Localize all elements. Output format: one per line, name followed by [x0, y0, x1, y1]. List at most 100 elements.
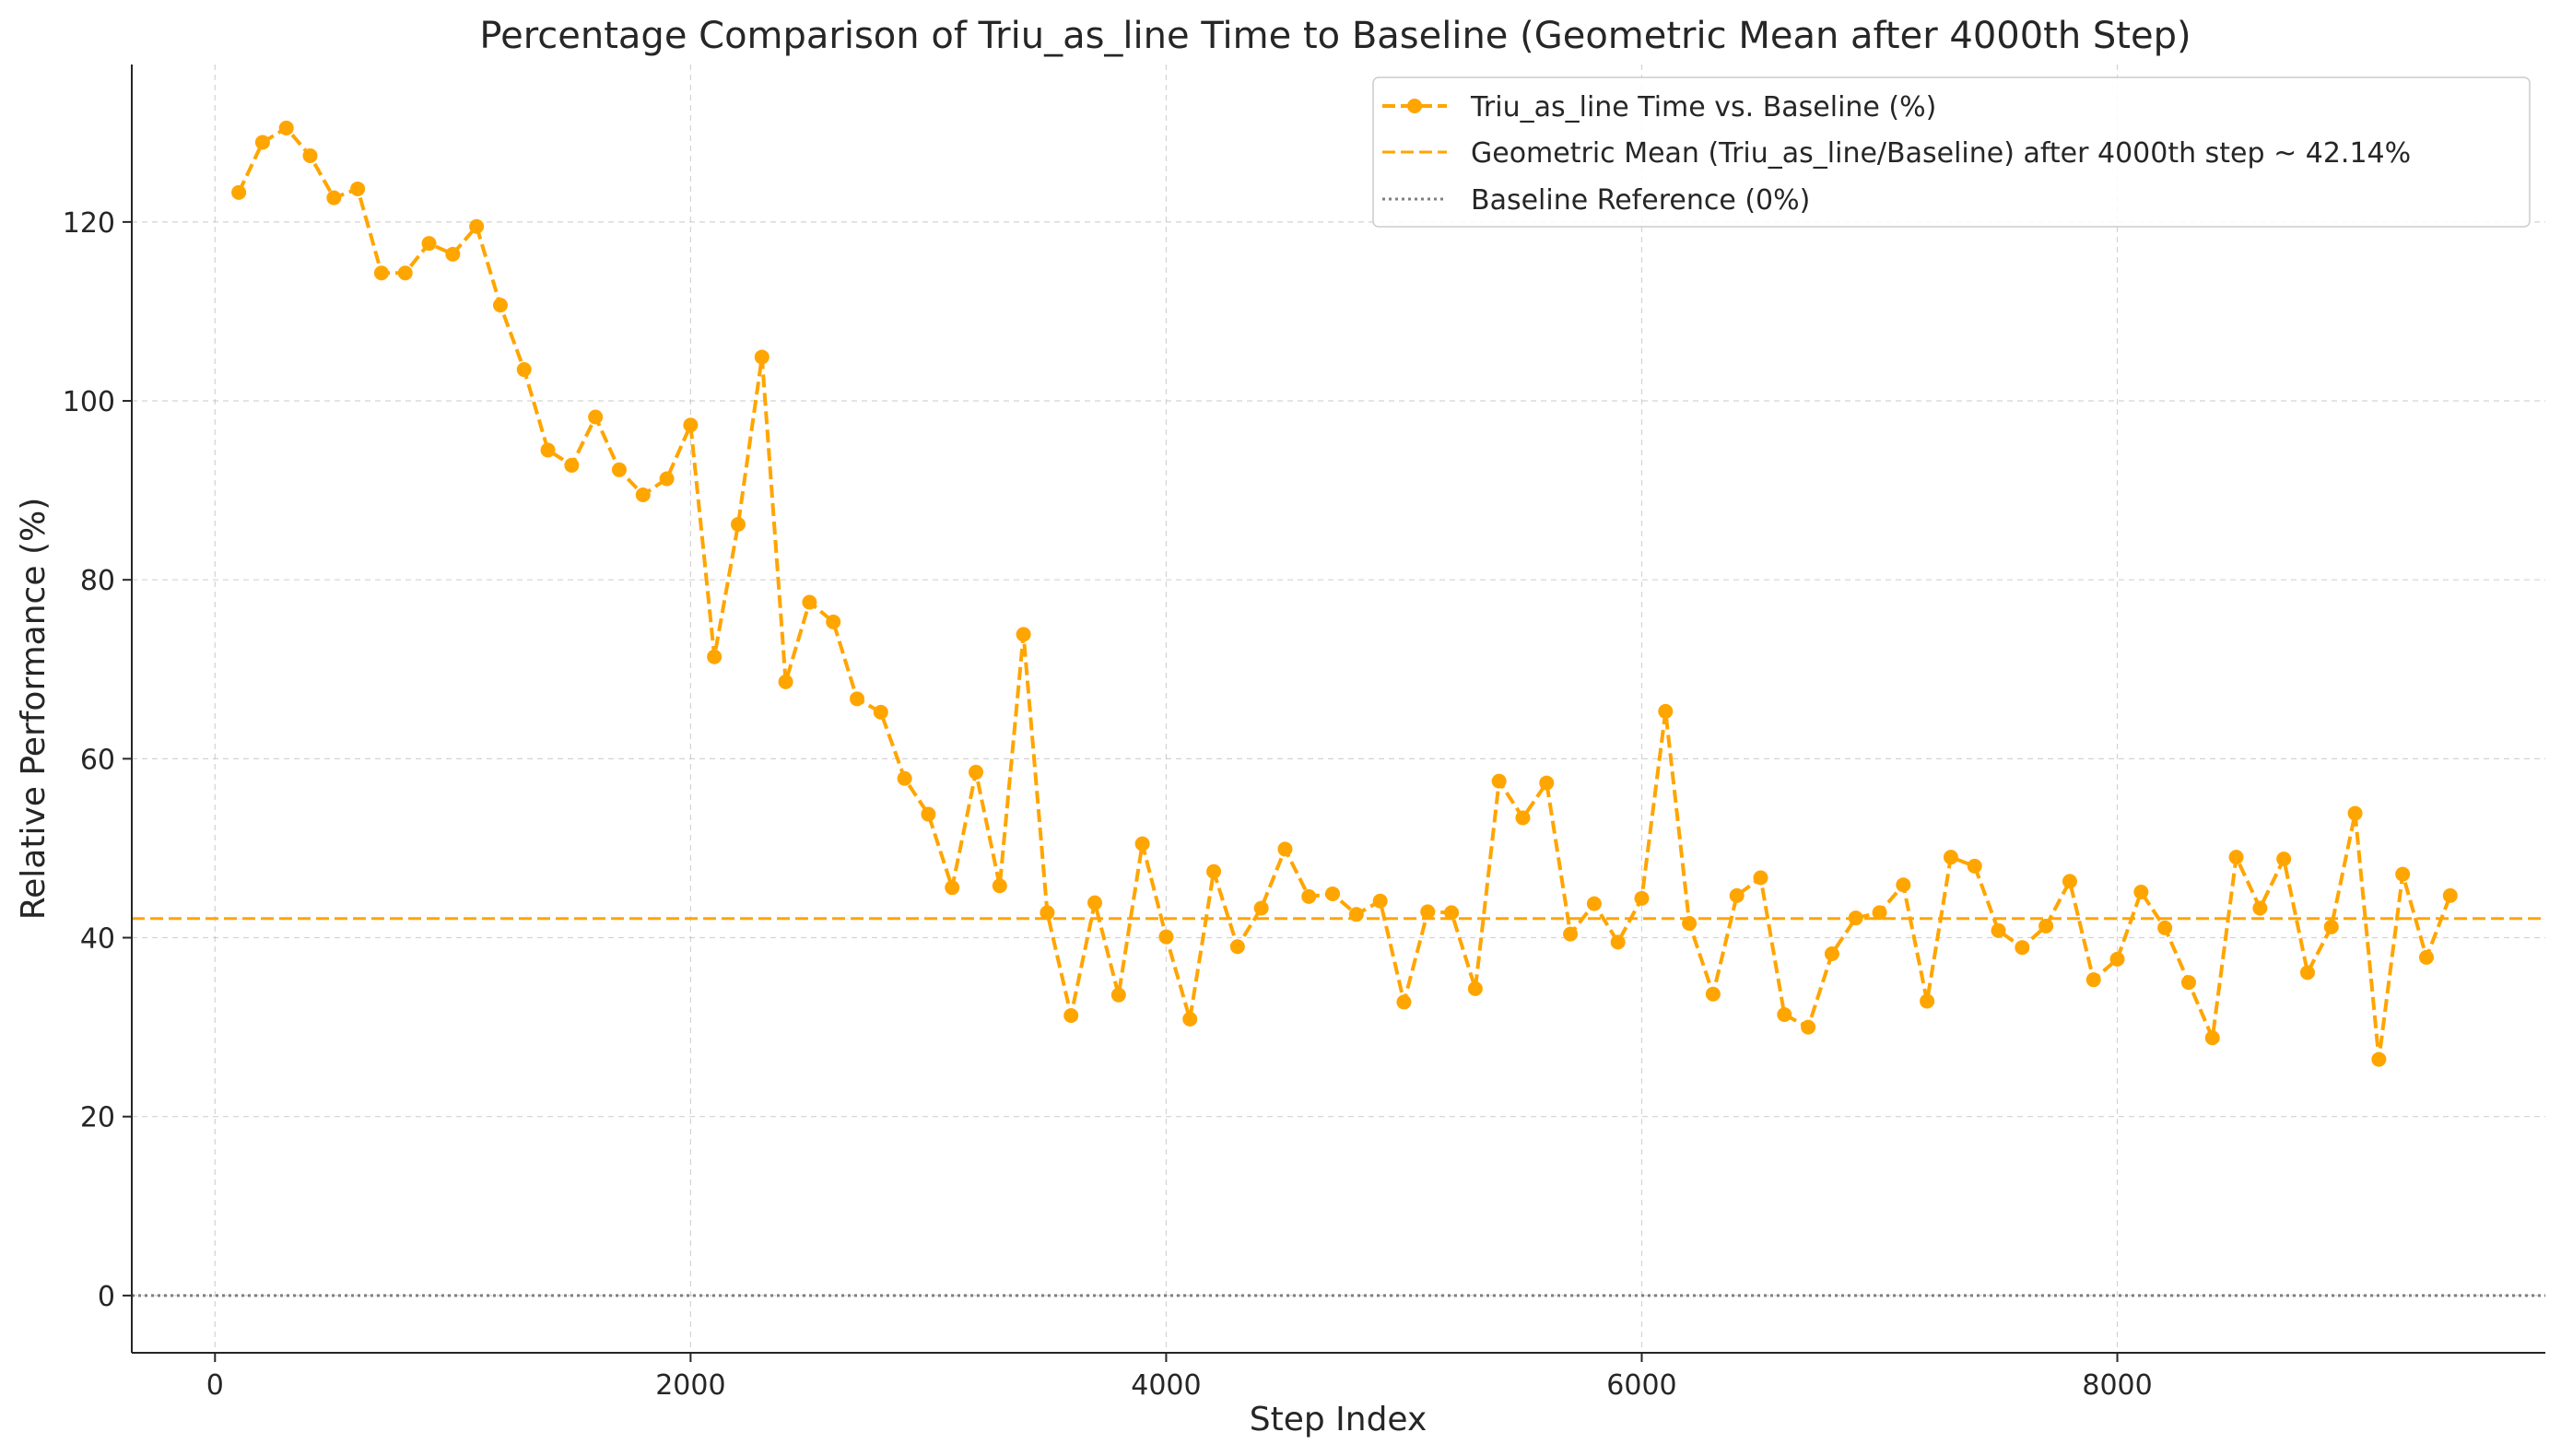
data-point: [2395, 866, 2411, 882]
data-point: [2062, 874, 2077, 889]
data-point: [2038, 918, 2054, 933]
data-point: [2204, 1030, 2220, 1046]
data-point: [421, 236, 437, 252]
data-point: [1658, 703, 1674, 719]
data-point: [1920, 993, 1935, 1009]
data-point: [1753, 870, 1768, 886]
chart-title: Percentage Comparison of Triu_as_line Ti…: [479, 15, 2191, 57]
data-point: [2442, 887, 2458, 903]
data-point: [1491, 773, 1507, 789]
data-point: [1515, 810, 1531, 826]
data-point: [921, 806, 936, 822]
data-point: [1396, 994, 1412, 1010]
data-point: [778, 674, 793, 689]
data-point: [1372, 893, 1388, 909]
data-point: [350, 181, 366, 196]
data-point: [2228, 850, 2244, 865]
data-point: [1539, 775, 1555, 791]
data-point: [1063, 1007, 1079, 1023]
y-axis-label: Relative Performance (%): [15, 498, 53, 921]
data-point: [231, 184, 247, 200]
data-point: [540, 442, 556, 458]
axes: [131, 65, 2545, 1354]
data-point: [1467, 980, 1483, 996]
data-point: [659, 471, 675, 487]
data-point: [2418, 949, 2434, 965]
x-tick-label: 6000: [1606, 1369, 1676, 1402]
data-point: [278, 120, 294, 135]
data-point: [302, 148, 318, 164]
data-point: [1420, 904, 1436, 920]
data-point: [754, 349, 769, 365]
data-point: [1087, 895, 1103, 910]
data-point: [564, 457, 580, 473]
legend-label-mean: Geometric Mean (Triu_as_line/Baseline) a…: [1471, 137, 2411, 170]
data-point: [1158, 929, 1174, 945]
data-point: [945, 880, 960, 896]
data-point: [1040, 905, 1055, 921]
data-point: [1729, 887, 1745, 903]
data-point: [326, 190, 342, 205]
data-point: [992, 878, 1007, 894]
data-point: [1134, 836, 1150, 851]
data-point: [1682, 916, 1698, 931]
data-point: [1777, 1007, 1792, 1023]
data-point: [445, 246, 461, 262]
data-point: [1253, 900, 1269, 916]
data-point: [1634, 890, 1650, 906]
data-point: [1801, 1019, 1816, 1035]
data-point: [469, 218, 485, 234]
data-point: [730, 517, 746, 533]
data-point: [707, 649, 722, 664]
data-point: [2347, 805, 2363, 821]
y-tick-label: 120: [63, 207, 115, 240]
data-point: [588, 409, 604, 425]
data-point: [849, 691, 864, 707]
data-point: [2085, 972, 2101, 988]
x-axis-label: Step Index: [1250, 1401, 1427, 1438]
data-point: [2299, 965, 2315, 980]
data-point: [1824, 946, 1839, 962]
x-tick-label: 8000: [2082, 1369, 2152, 1402]
data-point: [397, 265, 413, 281]
y-ticks: 0 20 40 60 80 100 120: [63, 207, 132, 1313]
data-point: [1967, 858, 1982, 874]
data-point: [873, 704, 888, 720]
y-tick-label: 80: [80, 565, 115, 597]
data-point: [2371, 1051, 2387, 1067]
data-point: [1348, 907, 1364, 922]
y-tick-label: 60: [80, 744, 115, 776]
series-line: [237, 125, 2452, 1062]
grid: [132, 65, 2545, 1353]
data-point: [1301, 888, 1317, 904]
data-point: [1991, 922, 2006, 938]
data-point: [2133, 885, 2149, 900]
data-point: [2180, 975, 2196, 991]
data-point: [611, 462, 627, 477]
data-point: [1586, 896, 1602, 911]
data-point: [1848, 910, 1863, 926]
data-point: [492, 298, 508, 313]
data-point: [1943, 850, 1958, 865]
data-point: [516, 362, 532, 378]
data-point: [254, 135, 270, 150]
data-point: [1444, 905, 1460, 921]
data-point: [1325, 886, 1341, 901]
data-point: [2252, 900, 2268, 916]
x-tick-label: 4000: [1131, 1369, 1201, 1402]
legend-marker-series-point: [1407, 99, 1422, 113]
y-tick-label: 100: [63, 386, 115, 418]
data-point: [1277, 841, 1293, 857]
data-point: [2109, 951, 2125, 967]
data-point: [1206, 863, 1222, 879]
legend-label-baseline: Baseline Reference (0%): [1471, 184, 1810, 217]
series-triu-as-line: [231, 120, 2458, 1067]
data-point: [2276, 851, 2292, 867]
data-point: [2323, 919, 2339, 934]
legend-label-series: Triu_as_line Time vs. Baseline (%): [1470, 91, 1936, 123]
legend-box: [1372, 76, 2531, 228]
data-point: [1705, 986, 1721, 1002]
data-point: [1016, 627, 1031, 642]
y-tick-label: 20: [80, 1102, 115, 1134]
